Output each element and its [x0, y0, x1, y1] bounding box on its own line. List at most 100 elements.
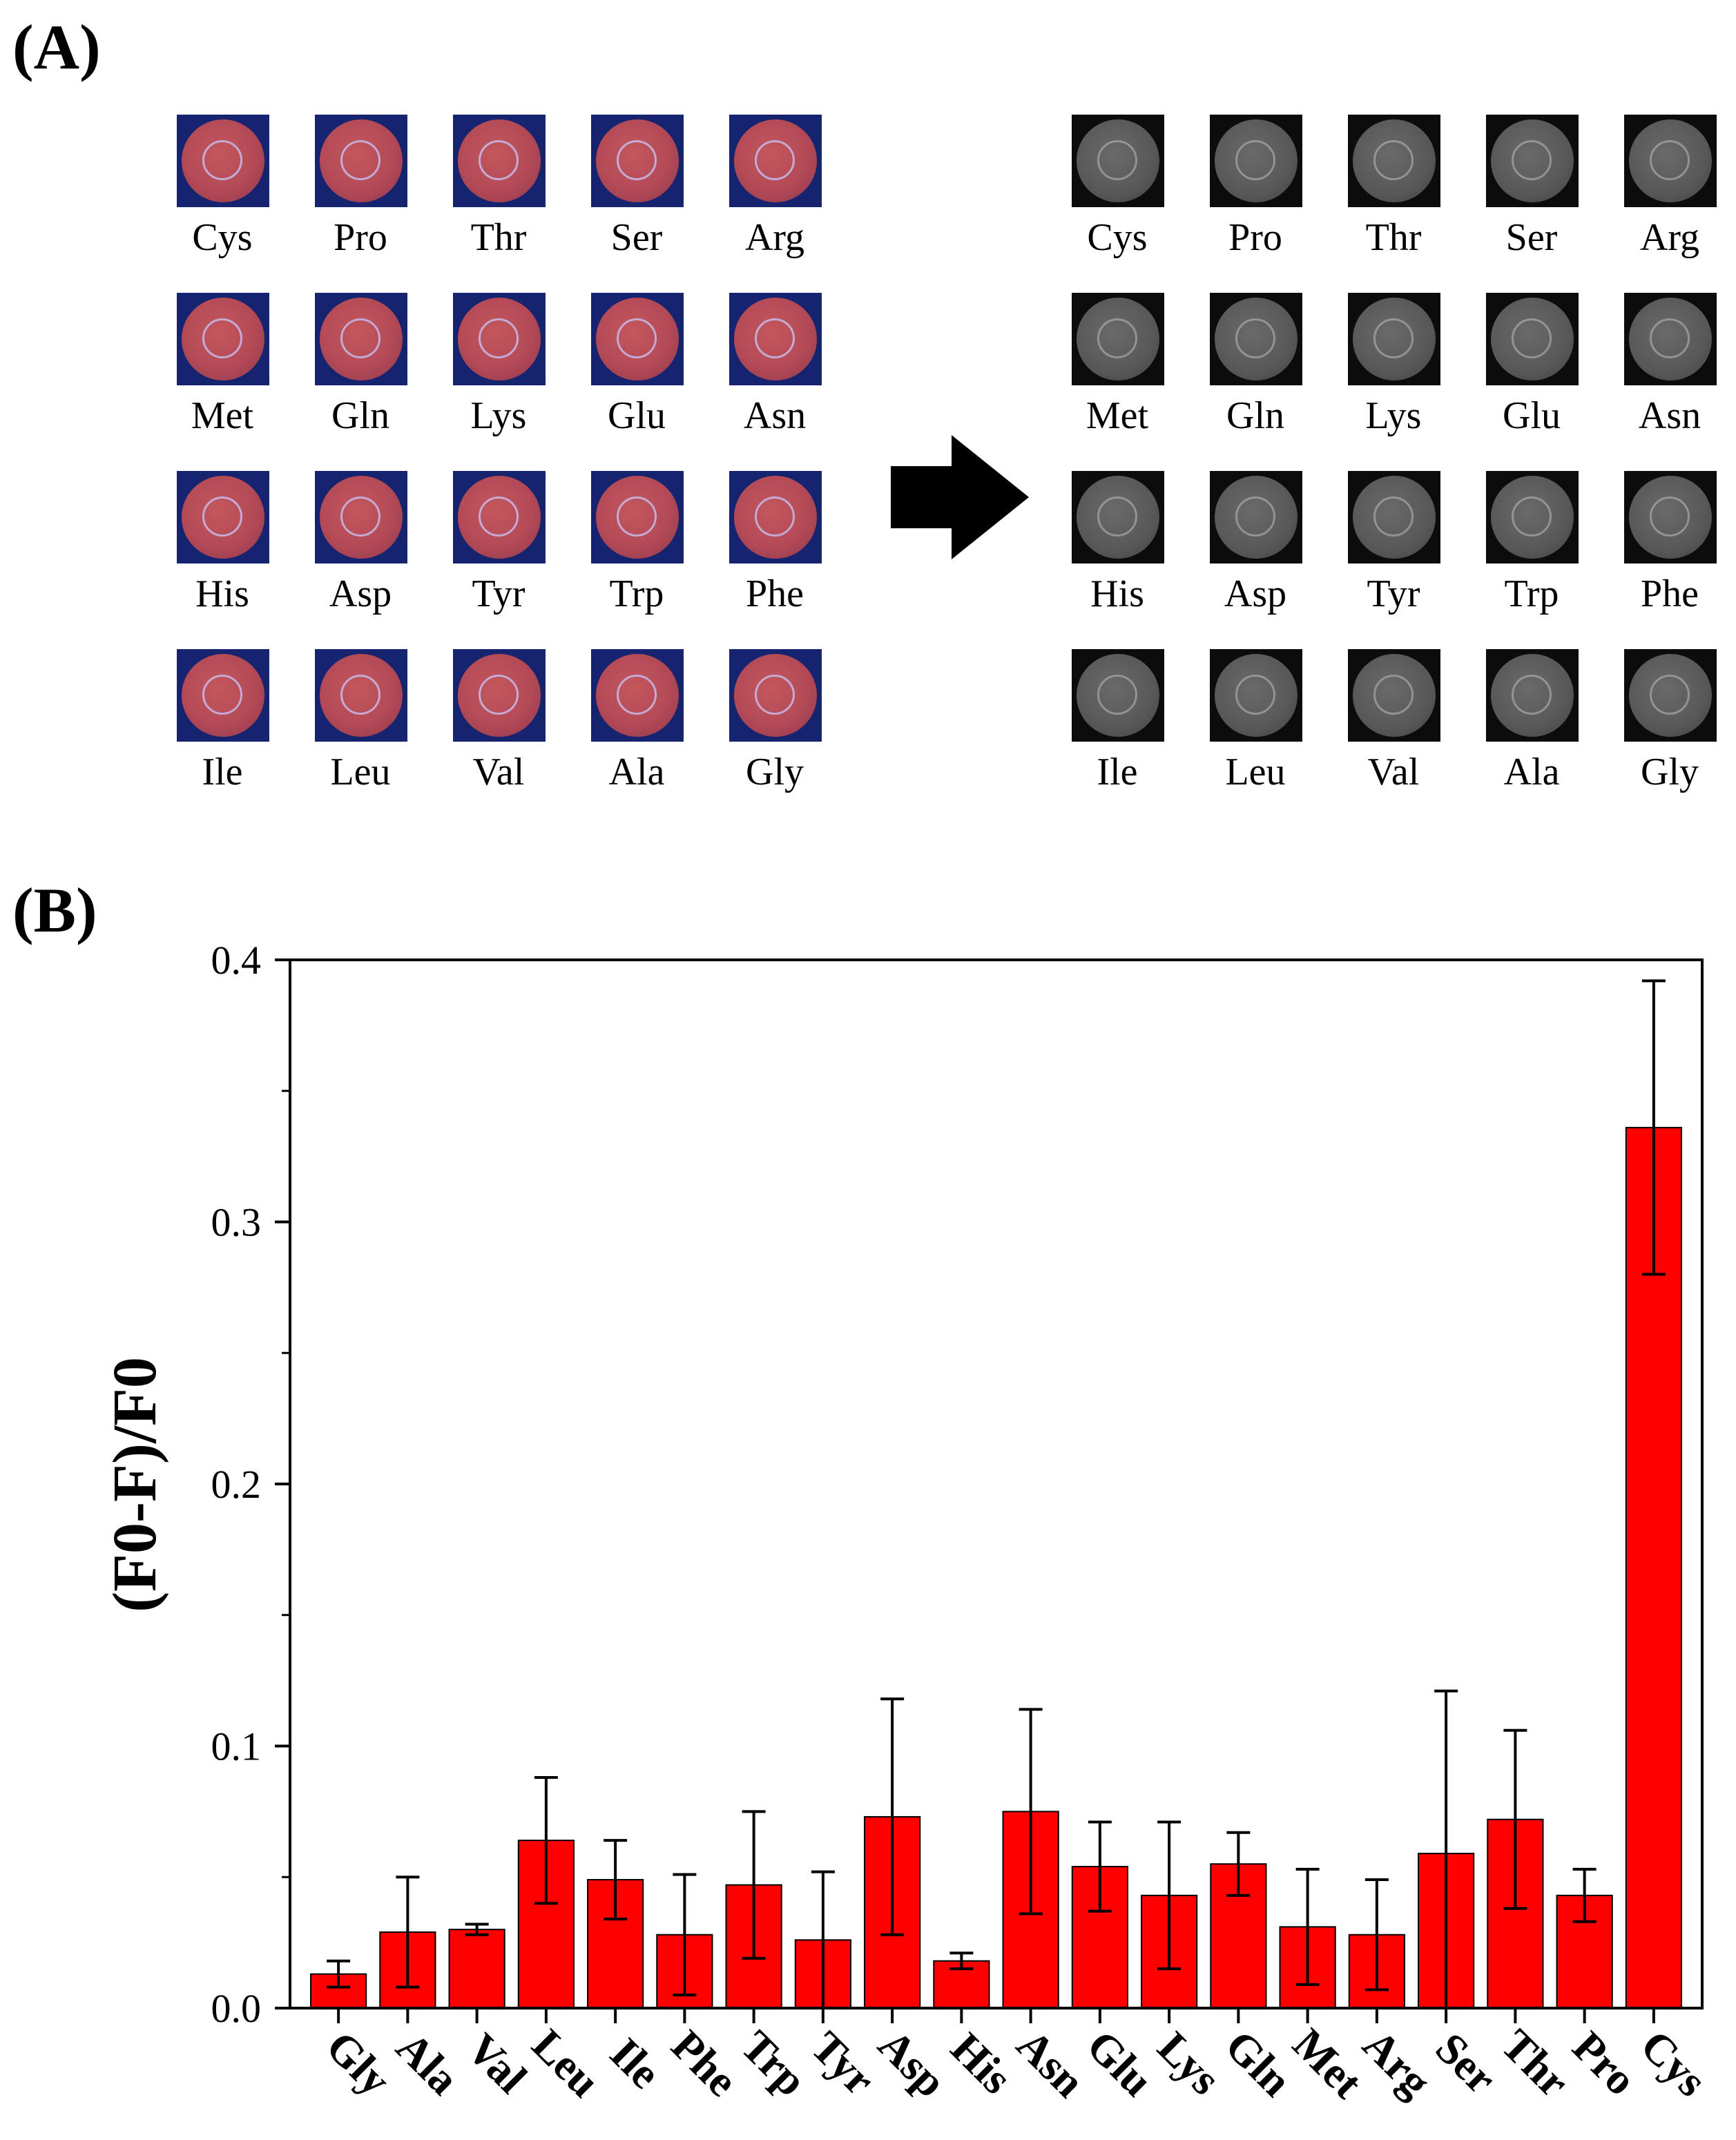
error-bar-asp [880, 1697, 905, 1936]
right-sample-thumbnail [1348, 649, 1440, 742]
left-sample-thumbnail [729, 649, 822, 742]
right-sample-cell: Leu [1186, 649, 1324, 827]
right-sample-label: Asn [1638, 394, 1701, 437]
left-sample-cell: Asp [291, 471, 430, 649]
y-tick-label: 0.2 [211, 1462, 262, 1507]
error-bar-gln [1226, 1831, 1251, 1897]
left-sample-thumbnail [591, 293, 684, 385]
right-sample-cell: Lys [1324, 293, 1463, 471]
right-sample-label: Met [1086, 394, 1149, 437]
right-sample-label: Tyr [1367, 572, 1420, 615]
error-bar-lys [1157, 1820, 1182, 1971]
left-sample-cell: Trp [568, 471, 706, 649]
left-sample-cell: Ala [568, 649, 706, 827]
right-sample-thumbnail [1624, 293, 1717, 385]
right-sample-cell: Asp [1186, 471, 1324, 649]
left-sample-label: Thr [470, 216, 527, 259]
right-sample-cell: Pro [1186, 115, 1324, 293]
left-sample-label: Arg [744, 216, 805, 259]
y-tick-label: 0.3 [211, 1200, 262, 1245]
right-sample-cell: Arg [1601, 115, 1736, 293]
left-sample-thumbnail [453, 115, 546, 207]
left-sample-thumbnail [729, 115, 822, 207]
left-sample-thumbnail [591, 649, 684, 742]
left-sample-label: Asp [329, 572, 392, 615]
left-sample-label: Ser [610, 216, 663, 259]
left-sample-label: Val [472, 751, 525, 793]
left-sample-label: Gly [746, 751, 804, 793]
x-tick-label: Lys [1148, 2023, 1230, 2104]
right-sample-label: Arg [1639, 216, 1700, 259]
left-sample-label: Ile [202, 751, 243, 793]
left-sample-cell: Asn [706, 293, 844, 471]
left-sample-label: Pro [334, 216, 387, 259]
left-sample-thumbnail [591, 115, 684, 207]
right-sample-cell: Met [1048, 293, 1186, 471]
error-bar-glu [1088, 1820, 1112, 1913]
x-tick-label: Thr [1492, 2020, 1579, 2107]
error-bar-gly [327, 1959, 351, 1989]
x-tick-label: Ser [1427, 2023, 1507, 2103]
left-sample-thumbnail [453, 471, 546, 563]
bar-val [448, 1929, 505, 2009]
left-sample-cell: Ser [568, 115, 706, 293]
right-sample-thumbnail [1624, 471, 1717, 563]
right-sample-cell: Ile [1048, 649, 1186, 827]
left-sample-label: Asn [743, 394, 807, 437]
error-bar-his [949, 1951, 974, 1971]
error-bars-layer [327, 979, 1666, 2009]
right-sample-thumbnail [1072, 115, 1164, 207]
y-tick-label: 0.4 [211, 938, 262, 983]
left-sample-thumbnail [177, 293, 269, 385]
x-tick-label: Glu [1078, 2021, 1163, 2105]
left-sample-thumbnail [729, 471, 822, 563]
right-sample-thumbnail [1624, 115, 1717, 207]
right-sample-thumbnail [1348, 115, 1440, 207]
left-sample-thumbnail [729, 293, 822, 385]
x-tick-label: Ala [387, 2023, 469, 2104]
right-sample-thumbnail [1210, 293, 1302, 385]
error-bar-val [465, 1922, 489, 1936]
right-sample-thumbnail [1486, 471, 1579, 563]
right-sample-label: Gly [1641, 751, 1699, 793]
fluorescence-image-grid: Cys Pro Thr Ser Arg Met Gln Lys Glu Asn His Asp Tyr T… [153, 115, 844, 827]
x-tick-label: Pro [1563, 2022, 1646, 2105]
right-sample-label: Phe [1641, 572, 1699, 615]
right-sample-label: Ile [1097, 751, 1138, 793]
left-sample-cell: His [153, 471, 291, 649]
right-sample-cell: Val [1324, 649, 1463, 827]
error-bar-ala [396, 1876, 420, 1989]
left-sample-thumbnail [453, 293, 546, 385]
left-sample-label: Phe [746, 572, 804, 615]
right-sample-thumbnail [1348, 293, 1440, 385]
right-sample-thumbnail [1486, 293, 1579, 385]
left-sample-label: Lys [470, 394, 527, 437]
right-sample-cell: Asn [1601, 293, 1736, 471]
right-sample-cell: His [1048, 471, 1186, 649]
x-tick-label: Ile [601, 2029, 670, 2098]
right-sample-thumbnail [1348, 471, 1440, 563]
x-tick-label: His [942, 2023, 1022, 2103]
x-tick-label: Leu [523, 2020, 610, 2107]
panel-a-label: (A) [12, 12, 101, 82]
left-sample-thumbnail [453, 649, 546, 742]
right-sample-label: Pro [1228, 216, 1282, 259]
left-sample-cell: Glu [568, 293, 706, 471]
x-tick-label: Tyr [802, 2022, 885, 2105]
x-tick-label: Arg [1353, 2020, 1440, 2107]
bar-chart: 0.0 0.1 0.2 0.3 0.4 GlyAlaValLeuIlePheTrpTyr… [101, 938, 1717, 2108]
left-sample-cell: Thr [430, 115, 568, 293]
left-sample-cell: Gly [706, 649, 844, 827]
right-sample-label: Ser [1505, 216, 1558, 259]
left-sample-thumbnail [177, 471, 269, 563]
right-sample-thumbnail [1072, 293, 1164, 385]
error-bar-asn [1019, 1708, 1043, 1916]
right-sample-label: Glu [1503, 394, 1561, 437]
x-tick-label: Asp [869, 2020, 956, 2107]
x-tick-label: Gln [1216, 2021, 1301, 2105]
right-sample-thumbnail [1210, 649, 1302, 742]
right-sample-cell: Glu [1463, 293, 1601, 471]
left-sample-thumbnail [177, 649, 269, 742]
left-sample-label: Gln [331, 394, 389, 437]
left-sample-thumbnail [315, 293, 407, 385]
